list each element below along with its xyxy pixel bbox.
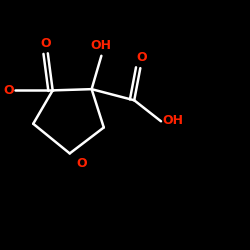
Text: O: O (136, 52, 147, 64)
Text: OH: OH (91, 39, 112, 52)
Text: O: O (3, 84, 14, 97)
Text: O: O (76, 157, 87, 170)
Text: OH: OH (162, 114, 183, 126)
Text: O: O (40, 36, 51, 50)
